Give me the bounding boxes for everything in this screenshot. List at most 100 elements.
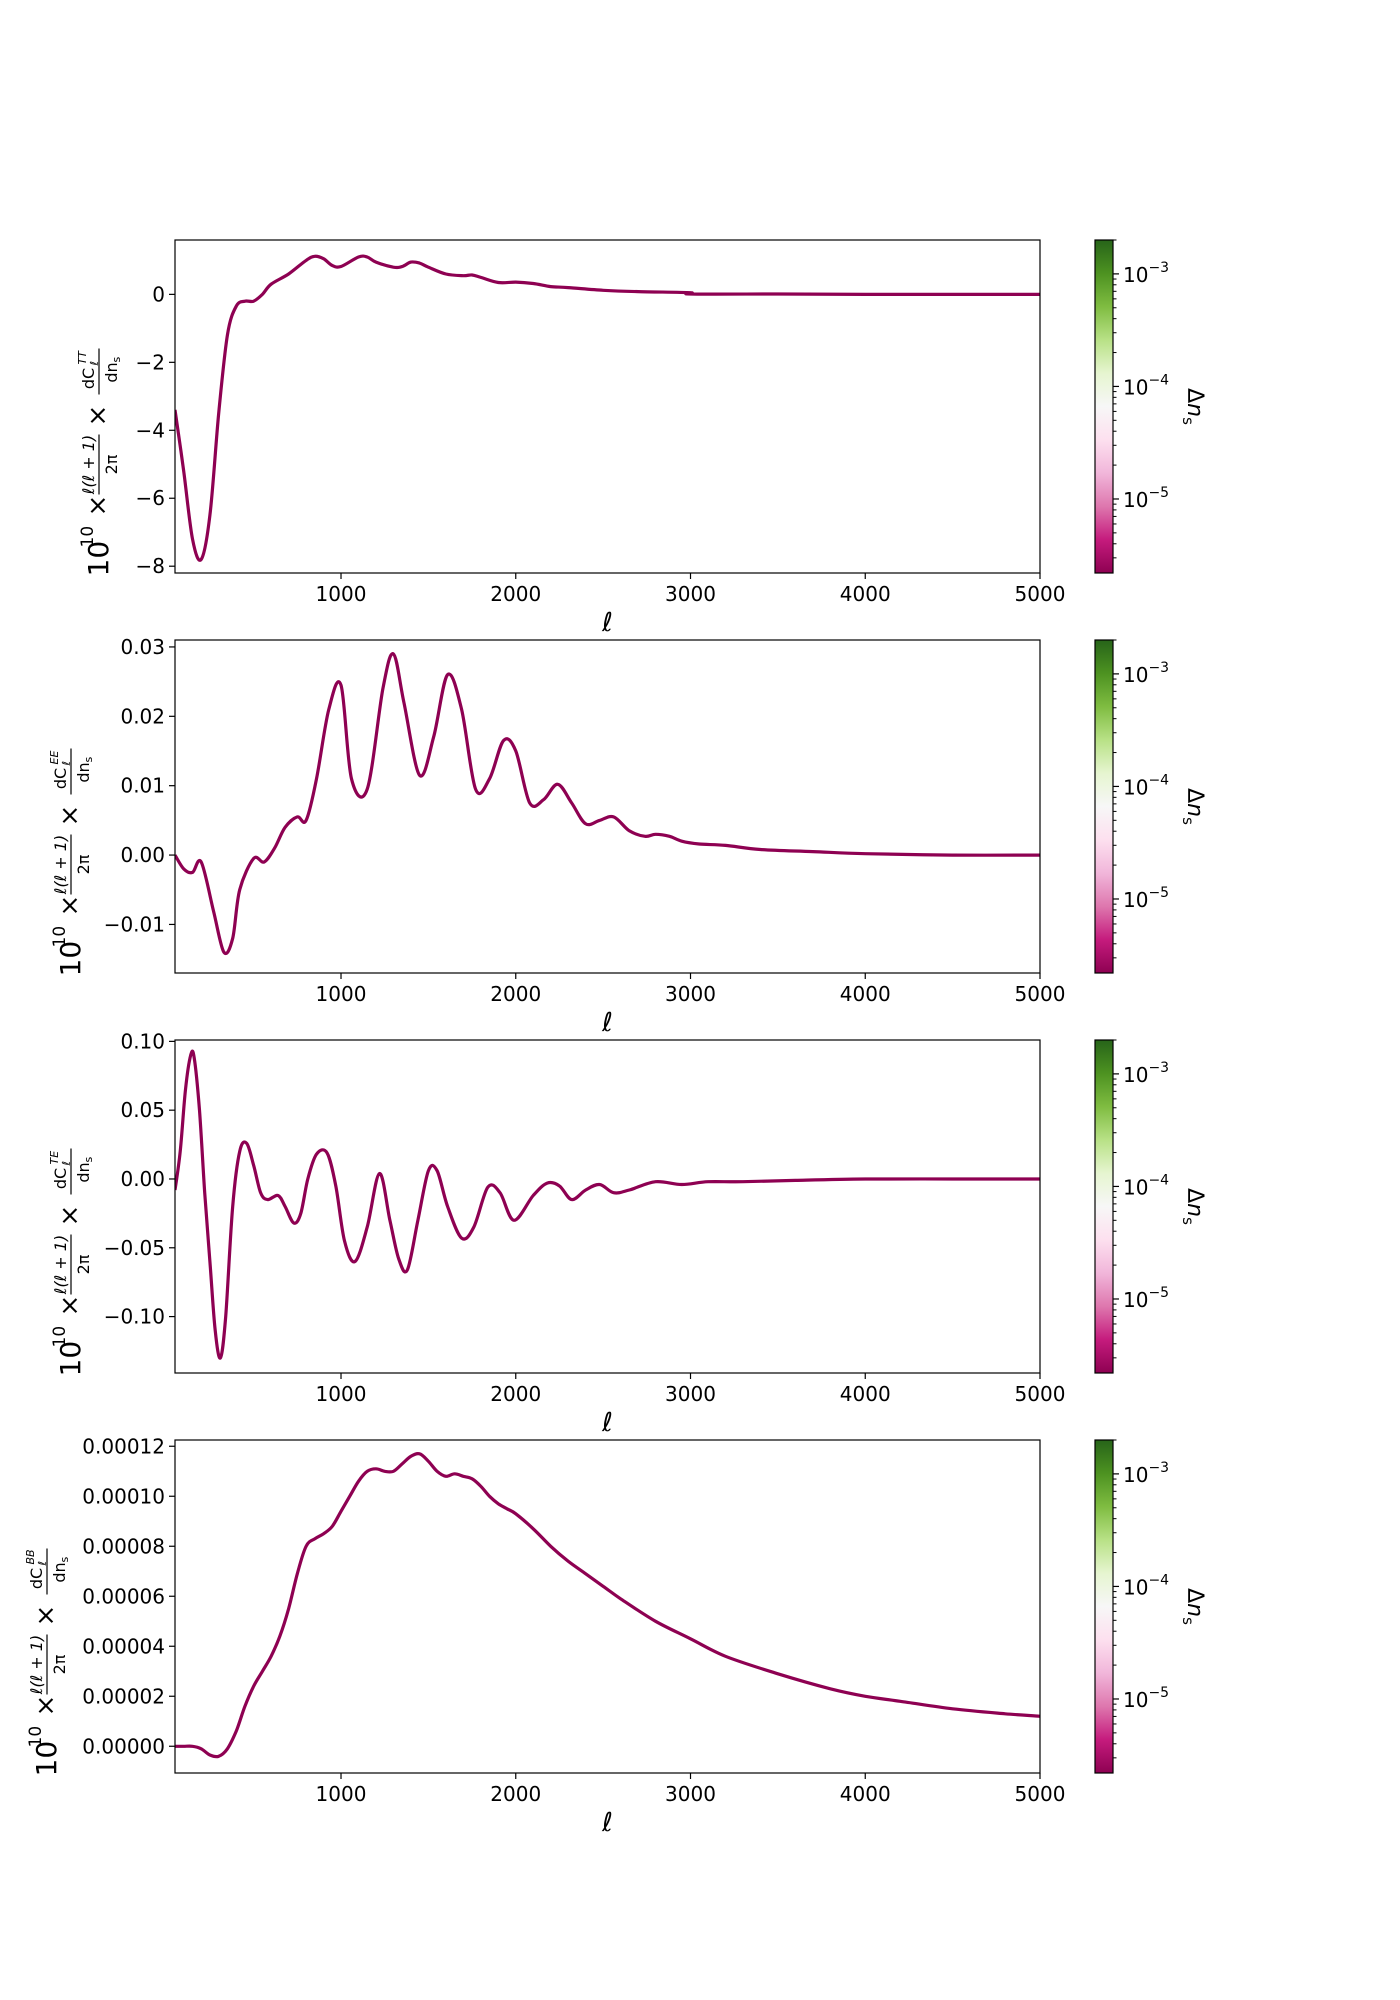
svg-text:Δns: Δns xyxy=(1179,388,1207,425)
svg-text:dn: dn xyxy=(50,1562,69,1582)
colorbar-tick-label: 10−3 xyxy=(1123,660,1169,687)
x-tick-label: 1000 xyxy=(316,1782,367,1806)
y-tick-label: 0.00000 xyxy=(82,1734,165,1758)
x-axis-label: ℓ xyxy=(601,1408,613,1438)
svg-text:EE: EE xyxy=(48,751,61,765)
y-tick-label: −6 xyxy=(136,486,165,510)
colorbar-gradient xyxy=(1094,639,1114,974)
svg-text:ℓ: ℓ xyxy=(88,361,101,367)
y-tick-label: −2 xyxy=(136,350,165,374)
x-tick-label: 4000 xyxy=(840,1782,891,1806)
svg-text:×: × xyxy=(83,405,113,427)
svg-text:TE: TE xyxy=(48,1151,61,1165)
svg-text:dn: dn xyxy=(74,762,93,782)
x-tick-label: 5000 xyxy=(1015,1382,1066,1406)
plot-frame xyxy=(174,239,1041,574)
y-tick-label: 0.05 xyxy=(120,1098,165,1122)
colorbar-gradient xyxy=(1094,1439,1114,1774)
y-tick-label: 0.00006 xyxy=(82,1584,165,1608)
svg-text:×: × xyxy=(83,495,113,517)
colorbar: 10−3 10−4 10−5 Δns xyxy=(1094,1039,1207,1374)
x-tick-label: 2000 xyxy=(490,582,541,606)
colorbar-label: Δns xyxy=(1179,788,1207,825)
svg-text:10: 10 xyxy=(50,926,70,948)
colorbar-tick-label: 10−3 xyxy=(1123,1060,1169,1087)
x-tick-label: 4000 xyxy=(840,582,891,606)
svg-text:2π: 2π xyxy=(74,854,93,874)
colorbar-label: Δns xyxy=(1179,388,1207,425)
colorbar-tick-label: 10−4 xyxy=(1123,1572,1169,1599)
svg-text:TT: TT xyxy=(76,350,89,365)
svg-text:dC: dC xyxy=(51,768,70,789)
svg-text:ℓ(ℓ + 1): ℓ(ℓ + 1) xyxy=(51,835,70,895)
y-tick-label: 0.10 xyxy=(120,1029,165,1053)
colorbar-tick-label: 10−5 xyxy=(1123,485,1169,512)
svg-text:ℓ: ℓ xyxy=(36,1561,49,1567)
svg-text:×: × xyxy=(55,1295,85,1317)
plot-frame xyxy=(174,1439,1041,1774)
colorbar-gradient xyxy=(1094,1039,1114,1374)
colorbar-tick-label: 10−3 xyxy=(1123,260,1169,287)
x-tick-label: 2000 xyxy=(490,982,541,1006)
x-tick-label: 4000 xyxy=(840,1382,891,1406)
y-tick-label: 0.00 xyxy=(120,843,165,867)
y-tick-label: 0 xyxy=(152,282,165,306)
svg-text:×: × xyxy=(55,895,85,917)
colorbar-tick-label: 10−5 xyxy=(1123,885,1169,912)
x-axis-label: ℓ xyxy=(601,608,613,638)
x-tick-label: 5000 xyxy=(1015,582,1066,606)
y-tick-label: 0.00012 xyxy=(82,1434,165,1458)
x-tick-label: 3000 xyxy=(665,1382,716,1406)
svg-text:×: × xyxy=(31,1695,61,1717)
x-tick-label: 2000 xyxy=(490,1382,541,1406)
svg-text:10: 10 xyxy=(78,526,98,548)
svg-text:×: × xyxy=(31,1605,61,1627)
colorbar-tick-label: 10−3 xyxy=(1123,1460,1169,1487)
x-axis-label: ℓ xyxy=(601,1808,613,1838)
svg-text:dn: dn xyxy=(102,362,121,382)
svg-text:dC: dC xyxy=(79,368,98,389)
svg-text:2π: 2π xyxy=(102,454,121,474)
colorbar-tick-label: 10−4 xyxy=(1123,1172,1169,1199)
panel-ee: 1000 2000 3000 4000 5000 0.03 0.02 0.01 0.00 −0.0… xyxy=(48,635,1207,1038)
x-axis-label: ℓ xyxy=(601,1008,613,1038)
svg-text:s: s xyxy=(110,357,123,363)
svg-text:ℓ: ℓ xyxy=(60,761,73,767)
series-line-bb xyxy=(175,1451,1040,1759)
svg-text:s: s xyxy=(58,1557,71,1563)
svg-text:s: s xyxy=(82,757,95,763)
x-tick-label: 1000 xyxy=(316,582,367,606)
plot-frame xyxy=(174,639,1041,974)
colorbar: 10−3 10−4 10−5 Δns xyxy=(1094,239,1207,574)
colorbar-tick-label: 10−5 xyxy=(1123,1285,1169,1312)
series-line-ee xyxy=(175,652,1040,956)
y-tick-label: 0.00008 xyxy=(82,1534,165,1558)
svg-text:2π: 2π xyxy=(50,1654,69,1674)
colorbar-tick-label: 10−4 xyxy=(1123,372,1169,399)
colorbar: 10−3 10−4 10−5 Δns xyxy=(1094,639,1207,974)
svg-text:10: 10 xyxy=(30,1741,63,1777)
svg-text:ℓ(ℓ + 1): ℓ(ℓ + 1) xyxy=(27,1635,46,1695)
x-tick-label: 3000 xyxy=(665,982,716,1006)
panel-te: 1000 2000 3000 4000 5000 0.10 0.05 0.00 −0.05 −0.… xyxy=(48,1029,1207,1438)
x-tick-label: 5000 xyxy=(1015,1782,1066,1806)
svg-text:×: × xyxy=(55,1205,85,1227)
y-tick-label: −0.05 xyxy=(104,1236,165,1260)
svg-text:Δns: Δns xyxy=(1179,1588,1207,1625)
x-tick-label: 1000 xyxy=(316,1382,367,1406)
colorbar-tick-label: 10−5 xyxy=(1123,1685,1169,1712)
y-tick-label: 0.01 xyxy=(120,774,165,798)
svg-text:ℓ(ℓ + 1): ℓ(ℓ + 1) xyxy=(51,1235,70,1295)
y-tick-label: 0.00004 xyxy=(82,1634,165,1658)
svg-text:×: × xyxy=(55,805,85,827)
y-tick-label: −8 xyxy=(136,554,165,578)
svg-text:10: 10 xyxy=(54,1341,87,1377)
y-tick-label: −0.10 xyxy=(104,1305,165,1329)
svg-text:ℓ(ℓ + 1): ℓ(ℓ + 1) xyxy=(79,435,98,495)
y-tick-label: −4 xyxy=(136,418,165,442)
svg-text:ℓ: ℓ xyxy=(60,1161,73,1167)
